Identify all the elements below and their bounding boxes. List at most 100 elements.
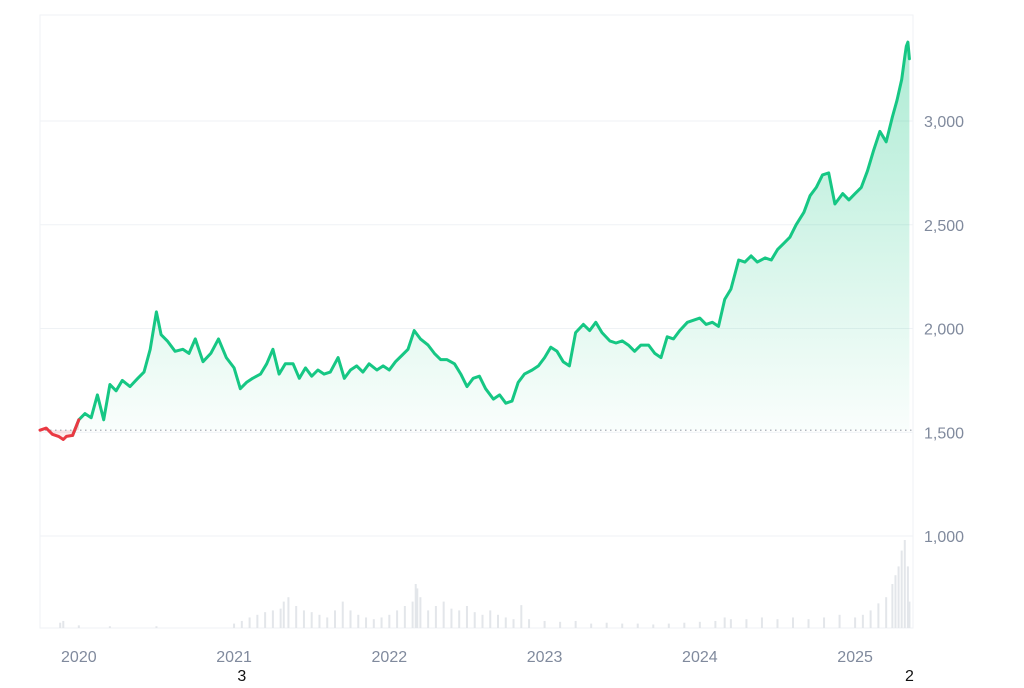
volume-bar: [908, 601, 911, 628]
volume-bar: [248, 617, 251, 628]
y-tick-label: 2,000: [924, 322, 964, 339]
volume-bar: [372, 619, 375, 628]
volume-bar: [807, 619, 810, 628]
annotation-label: 2: [905, 668, 914, 683]
y-tick-label: 1,500: [924, 425, 964, 442]
volume-bar: [357, 614, 360, 628]
volume-bar: [489, 610, 492, 628]
volume-bar: [442, 601, 445, 628]
volume-bar: [667, 623, 670, 628]
y-tick-label: 3,000: [924, 114, 964, 131]
volume-bar: [497, 614, 500, 628]
volume-bar: [282, 601, 285, 628]
volume-bar: [365, 617, 368, 628]
volume-bar: [861, 614, 864, 628]
volume-bar: [349, 610, 352, 628]
volume-bar: [714, 620, 717, 628]
volume-bar: [434, 606, 437, 628]
x-tick-label: 2023: [527, 649, 563, 666]
volume-bar: [520, 605, 523, 628]
volume-bar: [108, 626, 111, 628]
volume-bar: [287, 597, 290, 628]
volume-bar: [605, 622, 608, 628]
volume-bar: [416, 588, 419, 628]
volume-bar: [636, 623, 639, 628]
volume-bar: [906, 566, 909, 628]
volume-bar: [77, 625, 80, 628]
price-area: [40, 42, 910, 440]
volume-bar: [427, 610, 430, 628]
up-series-line: [71, 40, 911, 437]
volume-bar: [792, 617, 795, 628]
y-tick-label: 2,500: [924, 218, 964, 235]
volume-bar: [233, 623, 236, 628]
volume-bar: [745, 619, 748, 628]
down-series-line: [38, 418, 81, 441]
volume-bar: [473, 612, 476, 628]
volume-bar: [341, 601, 344, 628]
volume-bar: [683, 622, 686, 628]
volume-bar: [326, 617, 329, 628]
volume-bar: [279, 608, 282, 628]
annotation-label: 3: [237, 668, 246, 683]
volume-bar: [264, 612, 267, 628]
volume-bar: [59, 622, 62, 628]
volume-bar: [823, 617, 826, 628]
volume-bar: [877, 603, 880, 628]
plot-frame: [39, 14, 914, 629]
volume-bar: [396, 610, 399, 628]
volume-bar: [271, 610, 274, 628]
volume-bar: [310, 612, 313, 628]
volume-bar: [256, 614, 259, 628]
volume-bar: [838, 614, 841, 628]
x-tick-label: 2022: [372, 649, 408, 666]
volume-bar: [450, 608, 453, 628]
volume-bar: [885, 597, 888, 628]
volume-bar: [411, 601, 414, 628]
volume-bar: [481, 614, 484, 628]
volume-bar: [869, 610, 872, 628]
volume-bar: [854, 617, 857, 628]
volume-bar: [504, 617, 507, 628]
volume-bar: [543, 620, 546, 628]
y-tick-label: 1,000: [924, 529, 964, 546]
volume-bar: [318, 614, 321, 628]
volume-bar: [419, 597, 422, 628]
volume-bar: [380, 617, 383, 628]
volume-bar: [729, 619, 732, 628]
volume-bar: [295, 606, 298, 628]
volume-bar: [240, 620, 243, 628]
x-tick-label: 2021: [216, 649, 252, 666]
volume-bar: [903, 540, 906, 628]
volume-bar: [574, 620, 577, 628]
volume-bar: [760, 617, 763, 628]
volume-bar: [621, 623, 624, 628]
volume-bar: [894, 575, 897, 628]
volume-bar: [528, 619, 531, 628]
volume-bar: [403, 606, 406, 628]
volume-bar: [723, 617, 726, 628]
volume-bar: [62, 620, 65, 628]
volume-bars: [59, 540, 911, 628]
volume-bar: [590, 623, 593, 628]
volume-bar: [698, 621, 701, 628]
volume-bar: [458, 610, 461, 628]
volume-bar: [897, 566, 900, 628]
volume-bar: [512, 619, 515, 628]
volume-bar: [891, 584, 894, 628]
volume-bar: [333, 610, 336, 628]
volume-bar: [414, 584, 417, 628]
price-line: [38, 40, 913, 441]
x-tick-label: 2024: [682, 649, 718, 666]
volume-bar: [776, 619, 779, 628]
volume-bar: [465, 606, 468, 628]
x-tick-label: 2025: [837, 649, 873, 666]
y-axis: 3,000 2,500 2,000 1,500 1,000: [924, 114, 964, 546]
volume-bar: [900, 550, 903, 628]
volume-bar: [559, 621, 562, 628]
volume-bar: [388, 614, 391, 628]
x-axis: 2020 2021 2022 2023 2024 2025: [61, 649, 873, 666]
